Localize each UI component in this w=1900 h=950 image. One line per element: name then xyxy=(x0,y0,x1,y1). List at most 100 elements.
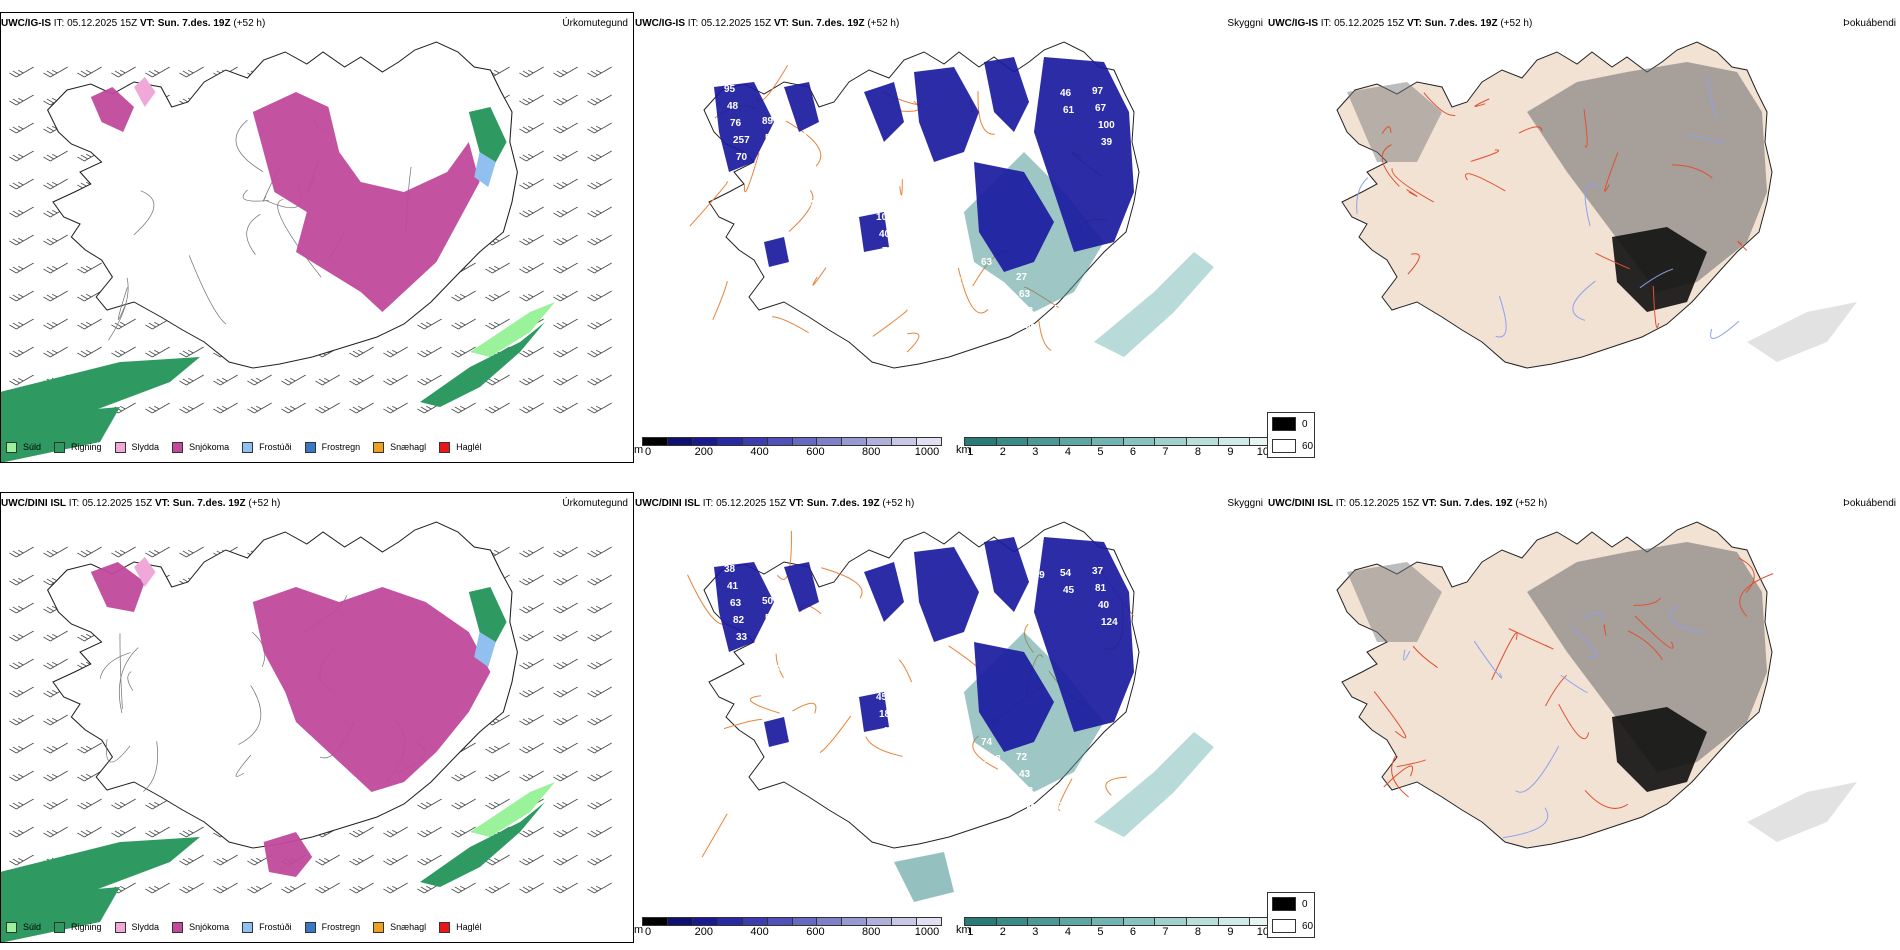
ceiling-value-label: 76 xyxy=(730,118,742,129)
ceiling-value-label: 135 xyxy=(908,690,925,701)
fog-map xyxy=(1336,521,1857,849)
ceiling-value-label: 54 xyxy=(1060,568,1072,579)
ceiling-value-label: 45 xyxy=(1063,585,1075,596)
ceiling-value-label: 38 xyxy=(1022,786,1034,797)
fog-legend-swatch xyxy=(1272,439,1296,453)
precip-type-panel: Súld Rigning Slydda Snjókoma Frostúði Frostre… xyxy=(0,12,634,463)
colorbar-swatch xyxy=(1028,438,1061,445)
valid-time-label: VT: xyxy=(1421,498,1437,509)
fog-legend-row: 60 xyxy=(1268,915,1314,937)
model-name: UWC/DINI ISL xyxy=(1,498,66,509)
legend-item: Frostregn xyxy=(304,441,360,453)
colorbar-swatch xyxy=(692,438,718,445)
legend-item: Rigning xyxy=(54,441,102,453)
valid-time-value: Sun. 7.des. 19Z xyxy=(791,18,865,29)
ceiling-value-label: 175 xyxy=(914,244,931,255)
fog-legend-swatch xyxy=(1272,919,1296,933)
ceiling-value-label: 87 xyxy=(917,741,929,752)
panel-header: UWC/IG-IS IT: 05.12.2025 15Z VT: Sun. 7.… xyxy=(635,18,899,29)
ceiling-value-label: 108 xyxy=(984,754,1001,765)
ceiling-value-label: 86 xyxy=(768,150,780,161)
ceiling-value-label: 41 xyxy=(727,581,739,592)
ceiling-value-label: 35 xyxy=(835,163,847,174)
colorbar-swatch xyxy=(1186,918,1219,925)
panel-frame xyxy=(0,12,634,463)
ceiling-value-label: 70 xyxy=(736,152,748,163)
issue-time-label: IT: xyxy=(1320,18,1332,29)
ceiling-value-label: 50 xyxy=(762,596,774,607)
colorbar-swatch xyxy=(1155,438,1187,445)
legend-item: Slydda xyxy=(114,441,159,453)
ceiling-value-label: 67 xyxy=(949,739,961,750)
ceiling-value-label: 36 xyxy=(806,182,818,193)
colorbar-tick: 3 xyxy=(1032,926,1039,938)
valid-time-value: Sun. 7.des. 19Z xyxy=(172,498,246,509)
legend-label: Haglél xyxy=(456,442,482,452)
colorbar-swatch xyxy=(1155,918,1187,925)
colorbar-tick: 0 xyxy=(644,926,652,938)
colorbar-swatch xyxy=(842,438,868,445)
legend-item: Súld xyxy=(6,921,42,933)
ceiling-value-label: 63 xyxy=(981,257,993,268)
issue-time-value: 05.12.2025 15Z xyxy=(1334,18,1405,29)
ceiling-value-label: 66 xyxy=(949,259,961,270)
fog-map xyxy=(1336,41,1857,369)
legend-swatch xyxy=(242,921,254,933)
ceiling-value-label: 104 xyxy=(876,212,893,223)
ceiling-value-label: 27 xyxy=(1016,272,1028,283)
visibility-colorbar: 1 2 3 4 5 6 7 8 9 10 km xyxy=(956,437,1282,458)
legend-label: Haglél xyxy=(456,922,482,932)
panel-title: Úrkomutegund xyxy=(562,18,628,29)
colorbar-swatch xyxy=(1250,918,1282,925)
valid-time-label: VT: xyxy=(773,18,789,29)
ceiling-value-label: 237 xyxy=(841,677,858,688)
colorbar-unit: m xyxy=(634,444,644,456)
panel-title: Þokuábendi xyxy=(1843,498,1896,509)
ceiling-value-label: 124 xyxy=(1101,617,1118,628)
colorbar-swatch xyxy=(792,438,818,445)
legend-item: Frostúði xyxy=(242,921,292,933)
legend-label: Súld xyxy=(23,922,42,932)
ceiling-value-label: 183 xyxy=(879,709,896,720)
legend-swatch xyxy=(439,921,451,933)
legend-label: Frostúði xyxy=(259,442,292,452)
fog-legend-swatch xyxy=(1272,897,1296,911)
ceiling-value-label: 43 xyxy=(800,628,812,639)
legend-label: Rigning xyxy=(71,442,102,452)
ceiling-value-label: 43 xyxy=(1019,769,1031,780)
colorbar-swatch xyxy=(667,918,693,925)
colorbar-swatch xyxy=(917,918,942,925)
colorbar-tick: 600 xyxy=(806,446,825,458)
legend-label: Slydda xyxy=(131,922,160,932)
colorbar-swatch xyxy=(1123,438,1156,445)
ceiling-value-label: 84 xyxy=(987,771,999,782)
ceiling-value-label: 78 xyxy=(914,724,926,735)
fog-legend: 0 60 xyxy=(1267,892,1315,938)
colorbar-swatch xyxy=(917,438,942,445)
precip-type-legend: Súld Rigning Slydda Snjókoma Frostúði Frostre… xyxy=(6,919,495,935)
ceiling-value-label: 37 xyxy=(1092,566,1104,577)
panel-title: Skyggni xyxy=(1227,498,1263,509)
colorbar-swatch xyxy=(1218,438,1251,445)
legend-item: Snæhagl xyxy=(373,441,426,453)
colorbar-tick: 8 xyxy=(1194,446,1201,458)
precip-map xyxy=(0,521,612,943)
panel-header: UWC/DINI ISL IT: 05.12.2025 15Z VT: Sun.… xyxy=(635,498,914,509)
valid-time-value: Sun. 7.des. 19Z xyxy=(157,18,231,29)
ceiling-value-label: 45 xyxy=(917,261,929,272)
ceiling-value-label: 33 xyxy=(908,210,920,221)
colorbar-swatch xyxy=(692,918,718,925)
ceiling-value-label: 66 xyxy=(844,214,856,225)
panel-header: UWC/IG-IS IT: 05.12.2025 15Z VT: Sun. 7.… xyxy=(1268,18,1532,29)
colorbar-ticks: 0 200 400 600 800 1000 xyxy=(642,926,942,938)
visibility-colorbar: 1 2 3 4 5 6 7 8 9 10 km xyxy=(956,917,1282,938)
colorbar-tick: 5 xyxy=(1097,926,1104,938)
ceiling-value-label: 63 xyxy=(730,598,742,609)
legend-swatch xyxy=(114,441,126,453)
valid-time-value: Sun. 7.des. 19Z xyxy=(806,498,880,509)
precip-type-legend: Súld Rigning Slydda Snjókoma Frostúði Frostre… xyxy=(6,439,495,455)
colorbar-tick: 9 xyxy=(1227,926,1234,938)
ceiling-value-label: 33 xyxy=(1025,803,1037,814)
legend-item: Haglél xyxy=(439,441,482,453)
colorbar-swatch xyxy=(996,918,1029,925)
